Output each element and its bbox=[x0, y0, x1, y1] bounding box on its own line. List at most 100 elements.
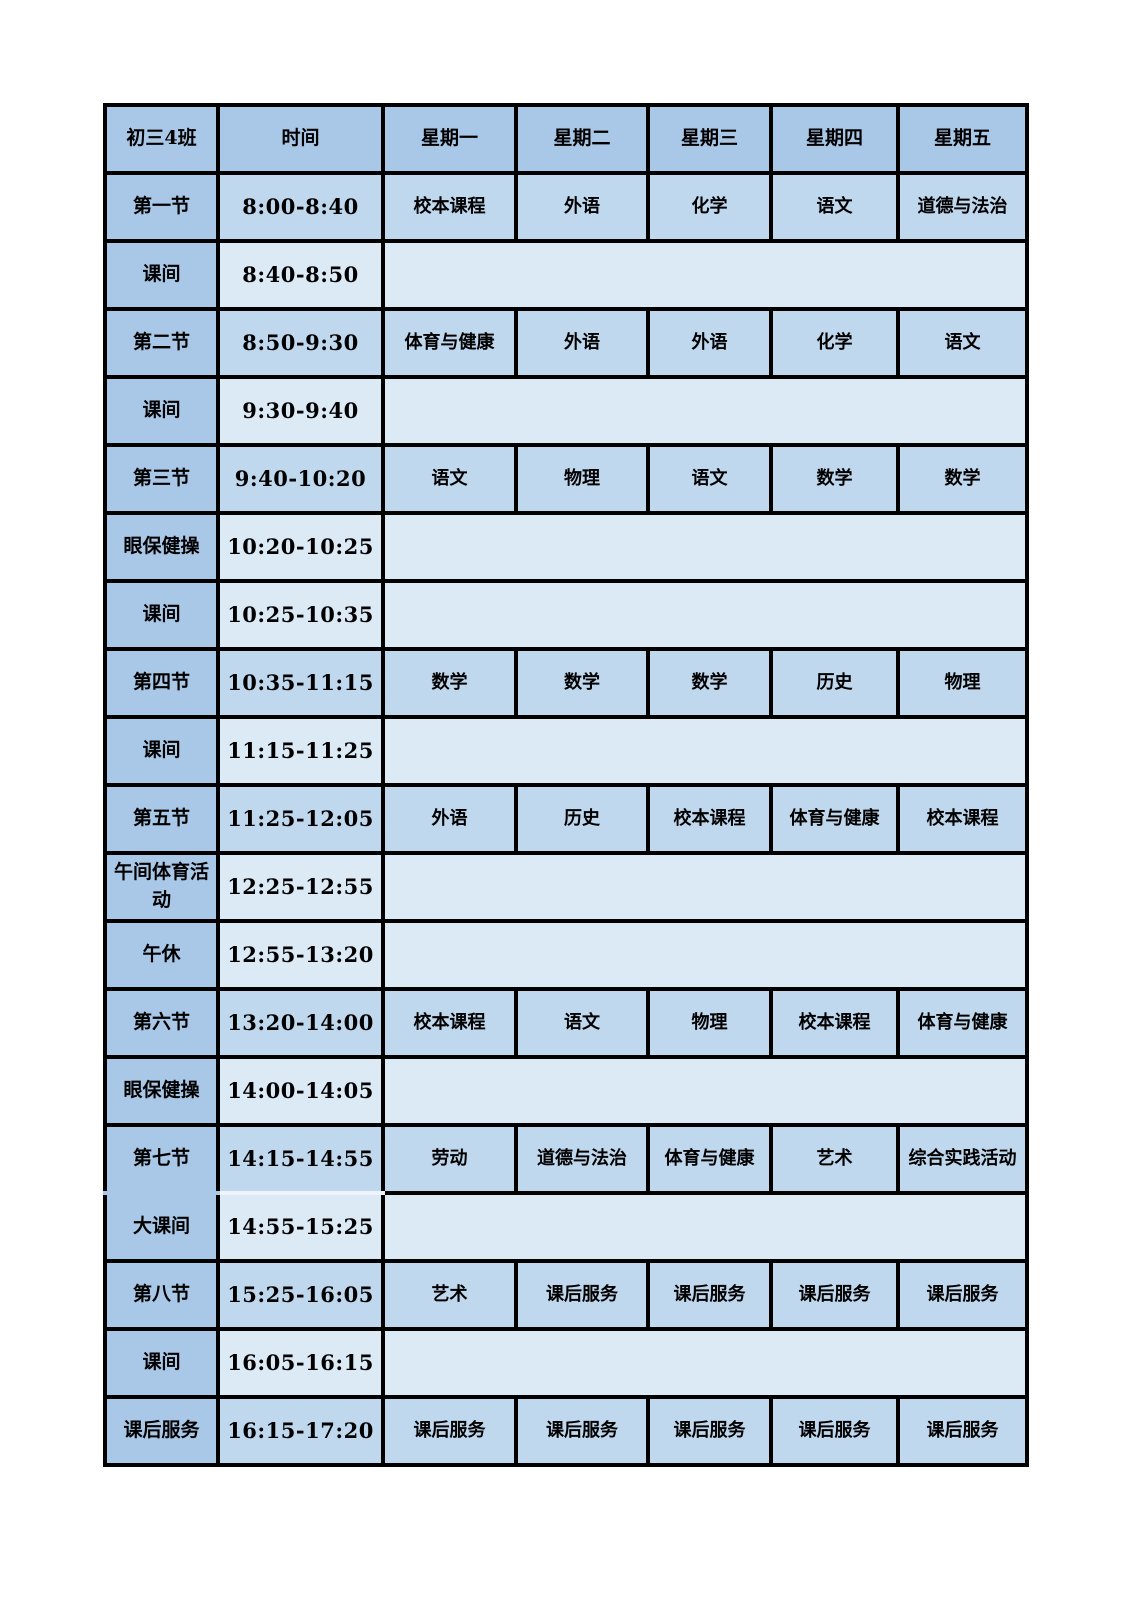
subject-cell: 艺术 bbox=[381, 1259, 518, 1331]
time-cell: 11:25-12:05 bbox=[216, 783, 385, 855]
table-row: 第一节 8:00-8:40 校本课程 外语 化学 语文 道德与法治 bbox=[103, 171, 1029, 243]
table-row: 第三节 9:40-10:20 语文 物理 语文 数学 数学 bbox=[103, 443, 1029, 515]
subject-cell: 语文 bbox=[769, 171, 900, 243]
subject-cell: 道德与法治 bbox=[514, 1123, 650, 1195]
time-cell: 16:05-16:15 bbox=[216, 1327, 385, 1399]
subject-cell: 外语 bbox=[381, 783, 518, 855]
header-day-cell: 星期一 bbox=[381, 103, 518, 175]
header-day-cell: 星期二 bbox=[514, 103, 650, 175]
period-label-cell: 课间 bbox=[103, 1327, 220, 1399]
header-day-cell: 星期四 bbox=[769, 103, 900, 175]
time-cell: 11:15-11:25 bbox=[216, 715, 385, 787]
period-label-cell: 第五节 bbox=[103, 783, 220, 855]
time-cell: 16:15-17:20 bbox=[216, 1395, 385, 1467]
time-cell: 14:00-14:05 bbox=[216, 1055, 385, 1127]
break-empty-cell bbox=[381, 919, 1029, 991]
subject-cell: 数学 bbox=[769, 443, 900, 515]
header-time-cell: 时间 bbox=[216, 103, 385, 175]
time-cell: 9:40-10:20 bbox=[216, 443, 385, 515]
time-cell: 14:55-15:25 bbox=[216, 1191, 385, 1263]
subject-cell: 语文 bbox=[896, 307, 1029, 379]
subject-cell: 数学 bbox=[896, 443, 1029, 515]
time-cell: 10:35-11:15 bbox=[216, 647, 385, 719]
subject-cell: 数学 bbox=[646, 647, 773, 719]
period-label-cell: 第二节 bbox=[103, 307, 220, 379]
table-row: 第六节 13:20-14:00 校本课程 语文 物理 校本课程 体育与健康 bbox=[103, 987, 1029, 1059]
subject-cell: 数学 bbox=[514, 647, 650, 719]
period-label-cell: 第六节 bbox=[103, 987, 220, 1059]
time-cell: 12:25-12:55 bbox=[216, 851, 385, 923]
time-cell: 15:25-16:05 bbox=[216, 1259, 385, 1331]
table-row: 第八节 15:25-16:05 艺术 课后服务 课后服务 课后服务 课后服务 bbox=[103, 1259, 1029, 1331]
period-label-cell: 午间体育活动 bbox=[103, 851, 220, 923]
table-row: 眼保健操 14:00-14:05 bbox=[103, 1055, 1029, 1127]
subject-cell: 校本课程 bbox=[381, 987, 518, 1059]
subject-cell: 数学 bbox=[381, 647, 518, 719]
table-row: 第四节 10:35-11:15 数学 数学 数学 历史 物理 bbox=[103, 647, 1029, 719]
break-empty-cell bbox=[381, 1055, 1029, 1127]
subject-cell: 课后服务 bbox=[896, 1259, 1029, 1331]
subject-cell: 体育与健康 bbox=[769, 783, 900, 855]
break-empty-cell bbox=[381, 579, 1029, 651]
table-row: 课间 11:15-11:25 bbox=[103, 715, 1029, 787]
subject-cell: 物理 bbox=[646, 987, 773, 1059]
period-label-cell: 眼保健操 bbox=[103, 1055, 220, 1127]
table-row: 第二节 8:50-9:30 体育与健康 外语 外语 化学 语文 bbox=[103, 307, 1029, 379]
table-row: 课间 8:40-8:50 bbox=[103, 239, 1029, 311]
subject-cell: 课后服务 bbox=[896, 1395, 1029, 1467]
subject-cell: 物理 bbox=[514, 443, 650, 515]
subject-cell: 综合实践活动 bbox=[896, 1123, 1029, 1195]
subject-cell: 艺术 bbox=[769, 1123, 900, 1195]
class-name-cell: 初三4班 bbox=[103, 103, 220, 175]
time-cell: 13:20-14:00 bbox=[216, 987, 385, 1059]
time-cell: 8:50-9:30 bbox=[216, 307, 385, 379]
period-label-cell: 眼保健操 bbox=[103, 511, 220, 583]
time-cell: 9:30-9:40 bbox=[216, 375, 385, 447]
period-label-cell: 第七节 bbox=[103, 1123, 220, 1195]
time-cell: 8:00-8:40 bbox=[216, 171, 385, 243]
subject-cell: 体育与健康 bbox=[381, 307, 518, 379]
subject-cell: 化学 bbox=[646, 171, 773, 243]
subject-cell: 校本课程 bbox=[769, 987, 900, 1059]
time-cell: 12:55-13:20 bbox=[216, 919, 385, 991]
subject-cell: 课后服务 bbox=[646, 1259, 773, 1331]
subject-cell: 校本课程 bbox=[381, 171, 518, 243]
subject-cell: 校本课程 bbox=[896, 783, 1029, 855]
subject-cell: 体育与健康 bbox=[646, 1123, 773, 1195]
subject-cell: 语文 bbox=[514, 987, 650, 1059]
time-cell: 14:15-14:55 bbox=[216, 1123, 385, 1195]
header-day-cell: 星期五 bbox=[896, 103, 1029, 175]
period-label-cell: 课间 bbox=[103, 579, 220, 651]
subject-cell: 物理 bbox=[896, 647, 1029, 719]
break-empty-cell bbox=[381, 511, 1029, 583]
table-row: 大课间 14:55-15:25 bbox=[103, 1191, 1029, 1263]
subject-cell: 外语 bbox=[646, 307, 773, 379]
period-label-cell: 第三节 bbox=[103, 443, 220, 515]
subject-cell: 课后服务 bbox=[646, 1395, 773, 1467]
period-label-cell: 第一节 bbox=[103, 171, 220, 243]
period-label-cell: 第四节 bbox=[103, 647, 220, 719]
table-row: 课间 16:05-16:15 bbox=[103, 1327, 1029, 1399]
time-cell: 10:25-10:35 bbox=[216, 579, 385, 651]
break-empty-cell bbox=[381, 1327, 1029, 1399]
break-empty-cell bbox=[381, 375, 1029, 447]
break-empty-cell bbox=[381, 1191, 1029, 1263]
period-label-cell: 课间 bbox=[103, 239, 220, 311]
period-label-cell: 课后服务 bbox=[103, 1395, 220, 1467]
header-day-cell: 星期三 bbox=[646, 103, 773, 175]
subject-cell: 化学 bbox=[769, 307, 900, 379]
subject-cell: 语文 bbox=[381, 443, 518, 515]
break-empty-cell bbox=[381, 239, 1029, 311]
table-row: 午休 12:55-13:20 bbox=[103, 919, 1029, 991]
subject-cell: 语文 bbox=[646, 443, 773, 515]
subject-cell: 劳动 bbox=[381, 1123, 518, 1195]
period-label-cell: 课间 bbox=[103, 715, 220, 787]
subject-cell: 课后服务 bbox=[381, 1395, 518, 1467]
subject-cell: 外语 bbox=[514, 171, 650, 243]
header-row: 初三4班 时间 星期一 星期二 星期三 星期四 星期五 bbox=[103, 103, 1029, 175]
table-row: 第五节 11:25-12:05 外语 历史 校本课程 体育与健康 校本课程 bbox=[103, 783, 1029, 855]
table-row: 课间 10:25-10:35 bbox=[103, 579, 1029, 651]
break-empty-cell bbox=[381, 715, 1029, 787]
subject-cell: 体育与健康 bbox=[896, 987, 1029, 1059]
